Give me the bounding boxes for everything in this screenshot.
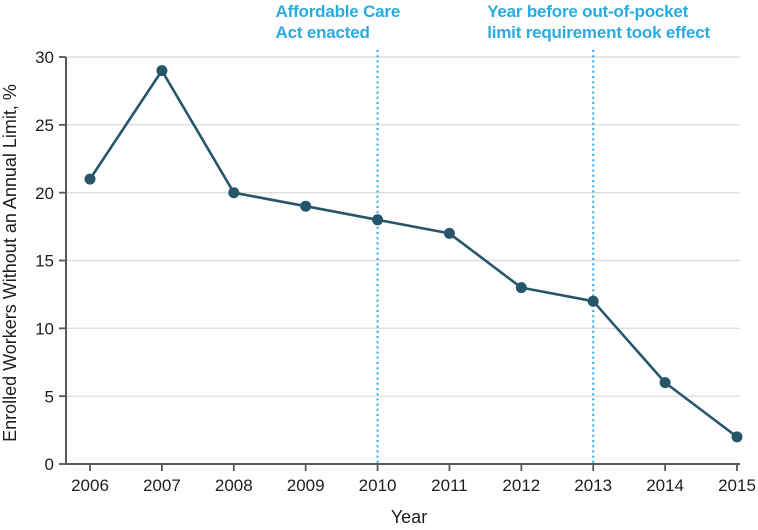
x-tick-label-2010: 2010: [359, 476, 397, 495]
y-tick-label-10: 10: [35, 319, 54, 338]
y-tick-label-25: 25: [35, 116, 54, 135]
x-axis-title: Year: [391, 507, 427, 527]
x-tick-label-2012: 2012: [502, 476, 540, 495]
series-line: [88, 69, 739, 439]
y-tick-label-15: 15: [35, 252, 54, 271]
data-point-2012: [515, 282, 527, 294]
data-series: [84, 65, 743, 443]
tick-labels: 0 5 10 15 20 25 30 2006 2007 2008 2009 2010 2011 2012…: [35, 48, 756, 495]
y-tick-label-0: 0: [45, 455, 54, 474]
x-tick-label-2013: 2013: [574, 476, 612, 495]
x-tick-label-2006: 2006: [71, 476, 109, 495]
annotation-2013: Year before out-of-pocket limit requireme…: [487, 2, 710, 42]
annotations: Affordable Care Act enacted Year before ou…: [276, 2, 711, 42]
data-point-2007: [156, 65, 168, 77]
reference-lines: [376, 50, 595, 464]
data-point-2015: [731, 431, 743, 443]
x-tick-label-2015: 2015: [718, 476, 756, 495]
annotation-2010: Affordable Care Act enacted: [276, 2, 401, 42]
y-tick-label-30: 30: [35, 48, 54, 67]
data-point-2013: [587, 295, 599, 307]
x-tick-label-2007: 2007: [143, 476, 181, 495]
y-axis-title: Enrolled Workers Without an Annual Limit…: [0, 84, 20, 442]
y-tick-label-20: 20: [35, 184, 54, 203]
x-tick-label-2014: 2014: [646, 476, 684, 495]
y-tick-label-5: 5: [45, 387, 54, 406]
data-point-2006: [84, 173, 96, 185]
data-point-2009: [300, 200, 312, 212]
data-point-2010: [372, 214, 384, 226]
x-tick-label-2008: 2008: [215, 476, 253, 495]
x-tick-label-2009: 2009: [287, 476, 325, 495]
data-point-2008: [228, 187, 240, 199]
x-tick-label-2011: 2011: [431, 476, 468, 495]
gridlines: [66, 56, 740, 397]
data-point-2014: [659, 377, 671, 389]
data-point-2011: [443, 227, 455, 239]
axes: [59, 56, 740, 471]
